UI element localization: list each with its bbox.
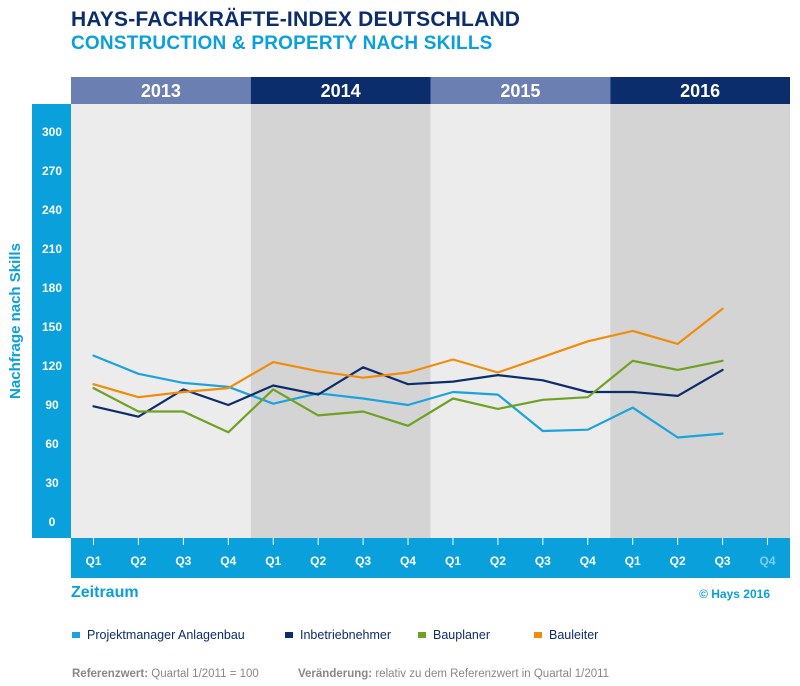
x-tick-label: Q1 [265, 554, 281, 568]
x-tick-label: Q4 [220, 554, 236, 568]
year-header-2015 [430, 77, 611, 104]
x-tick-label: Q3 [715, 554, 731, 568]
x-tick-label: Q2 [310, 554, 326, 568]
legend-item-projektmanager: Projektmanager Anlagenbau [72, 628, 245, 642]
x-tick-label: Q2 [130, 554, 146, 568]
series-line-inbetriebnehmer [92, 366, 724, 418]
legend-item-bauplaner: Bauplaner [418, 628, 490, 642]
y-tick-label: 180 [42, 281, 62, 295]
series-line-bauleiter [92, 307, 724, 399]
year-panel-2015 [430, 104, 611, 538]
year-panel-2013 [71, 104, 251, 538]
legend-swatch [285, 631, 293, 638]
year-header-2013 [71, 77, 251, 104]
legend-item-inbetriebnehmer: Inbetriebnehmer [285, 628, 391, 642]
x-tick-label: Q2 [670, 554, 686, 568]
x-tick-label: Q2 [490, 554, 506, 568]
legend-label: Projektmanager Anlagenbau [87, 628, 245, 642]
reference-label: Referenzwert: [72, 668, 149, 680]
x-tick-label: Q4 [580, 554, 596, 568]
legend-item-bauleiter: Bauleiter [534, 628, 598, 642]
series-line-bauplaner [92, 359, 724, 434]
year-panel-2014 [250, 104, 431, 538]
series-line-projektmanager-anlagenbau [92, 354, 724, 439]
change-note: Veränderung: relativ zu dem Referenzwert… [298, 668, 609, 680]
y-tick-label: 270 [42, 164, 62, 178]
legend-swatch [72, 631, 80, 638]
year-label-2015: 2015 [500, 81, 540, 101]
y-tick-label: 120 [42, 359, 62, 373]
y-tick-label: 150 [42, 320, 62, 334]
reference-value: Quartal 1/2011 = 100 [151, 668, 259, 680]
x-tick-label: Q1 [625, 554, 641, 568]
legend-swatch [534, 631, 542, 638]
year-panel-2016 [610, 104, 790, 538]
y-tick-label: 30 [45, 476, 59, 490]
year-label-2013: 2013 [141, 81, 181, 101]
legend-label: Bauplaner [433, 628, 490, 642]
y-tick-label: 0 [49, 515, 56, 529]
year-header-2014 [250, 77, 431, 104]
x-tick-label: Q1 [85, 554, 101, 568]
legend-label: Inbetriebnehmer [300, 628, 392, 642]
year-label-2014: 2014 [321, 81, 361, 101]
y-axis-band [32, 104, 71, 538]
y-tick-label: 300 [42, 125, 62, 139]
x-axis-title: Zeitraum [71, 584, 139, 601]
reference-note: Referenzwert: Quartal 1/2011 = 100 [72, 668, 259, 680]
x-tick-label: Q3 [355, 554, 371, 568]
y-tick-label: 90 [45, 398, 59, 412]
y-tick-label: 240 [42, 203, 62, 217]
x-axis-band [71, 538, 790, 578]
x-tick-label: Q3 [175, 554, 191, 568]
y-tick-label: 60 [45, 437, 59, 451]
x-tick-label: Q1 [445, 554, 461, 568]
y-tick-label: 210 [42, 242, 62, 256]
chart-title: HAYS-FACHKRÄFTE-INDEX DEUTSCHLAND [71, 8, 521, 31]
x-tick-label: Q4 [400, 554, 416, 568]
legend-swatch [418, 631, 426, 638]
change-label: Veränderung: [298, 668, 373, 680]
year-label-2016: 2016 [680, 81, 720, 101]
y-axis-title: Nachfrage nach Skills [7, 243, 24, 399]
year-header-2016 [610, 77, 790, 104]
chart-subtitle: CONSTRUCTION & PROPERTY NACH SKILLS [71, 33, 493, 54]
copyright-text: © Hays 2016 [699, 587, 770, 601]
x-tick-label: Q3 [535, 554, 551, 568]
change-value: relativ zu dem Referenzwert in Quartal 1… [375, 668, 610, 680]
legend-label: Bauleiter [549, 628, 599, 642]
x-tick-label: Q4 [760, 554, 776, 568]
